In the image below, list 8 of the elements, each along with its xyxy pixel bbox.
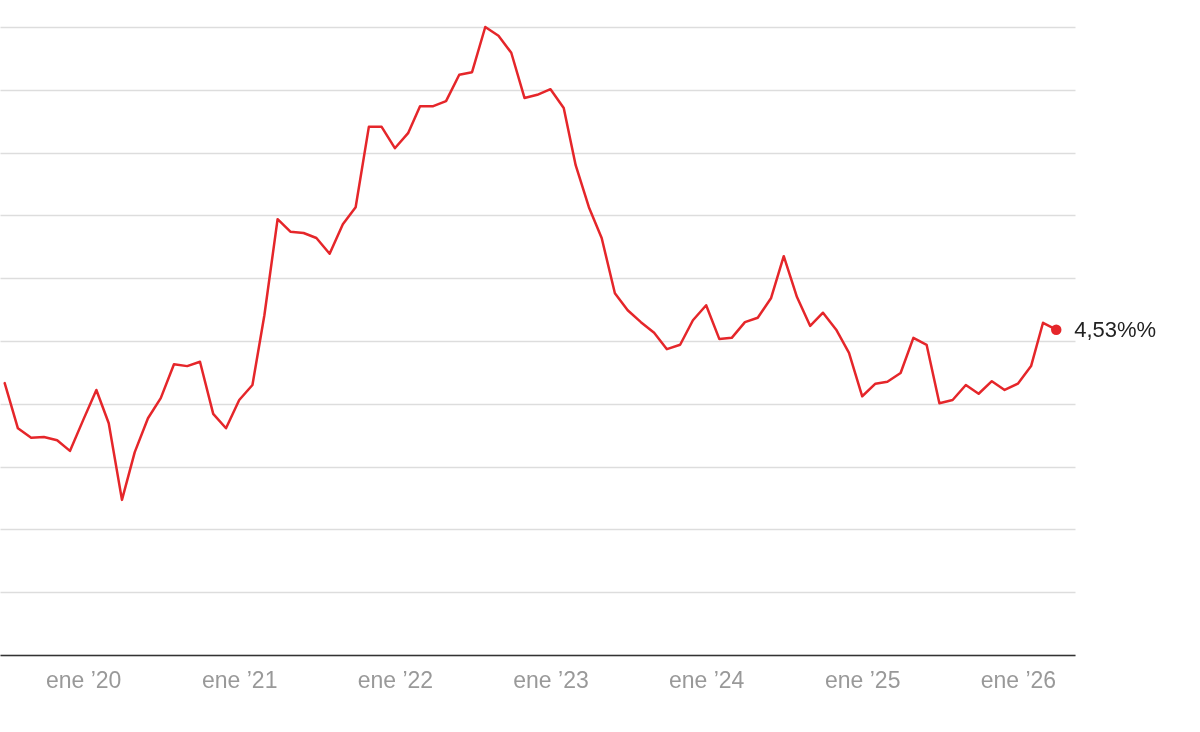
annotation: 4,53%% bbox=[1074, 316, 1157, 342]
x-tick-label: ene ’21 bbox=[201, 666, 278, 693]
x-tick-label: ene ’20 bbox=[45, 666, 122, 693]
x-tick-label: ene ’26 bbox=[980, 666, 1057, 693]
x-tick-label: ene ’22 bbox=[357, 666, 434, 693]
x-tick-label: ene ’25 bbox=[824, 666, 901, 693]
x-tick-label: ene ’24 bbox=[668, 666, 745, 693]
x-tick-label: ene ’23 bbox=[513, 666, 589, 693]
